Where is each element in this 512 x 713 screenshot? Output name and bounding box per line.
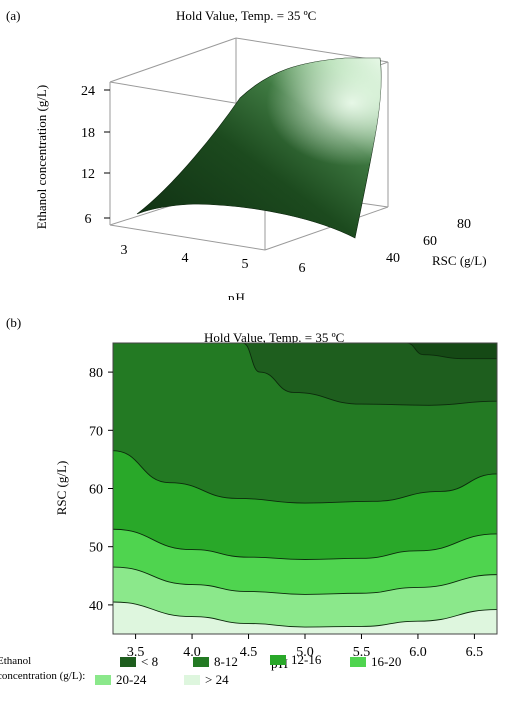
legend-label: 8-12 xyxy=(214,654,238,669)
contour-line xyxy=(113,450,497,504)
x-tick-label: 3 xyxy=(121,243,128,258)
y-tick-label: 40 xyxy=(386,251,400,266)
contour-region xyxy=(113,567,497,634)
legend: Ethanol concentration (g/L): < 8 8-12 12-1… xyxy=(0,650,512,713)
x-tick-label: 5 xyxy=(242,257,249,272)
y-tick-label: 70 xyxy=(89,424,103,439)
x-tick-label: 5.0 xyxy=(296,645,314,660)
z-axis: 6 18 12 24 xyxy=(81,84,110,227)
x-tick-label: 6.0 xyxy=(409,645,427,660)
x-tick-label: 6.5 xyxy=(466,645,484,660)
contour-line xyxy=(406,343,497,360)
panel-a-title: Hold Value, Temp. = 35 ºC xyxy=(176,8,317,23)
legend-label: < 8 xyxy=(141,654,159,669)
contour-region xyxy=(113,601,497,634)
contour-line xyxy=(113,566,497,595)
z-tick-label: 6 xyxy=(85,212,92,227)
legend-swatch xyxy=(193,657,209,667)
z-tick-label: 24 xyxy=(81,84,95,99)
contour-plot: 3.5 4.0 4.5 5.0 5.5 6.0 6.5 40 50 60 70 80 RSC (g/… xyxy=(54,342,498,671)
x-tick-label: 4 xyxy=(182,251,189,266)
panel-b: (b) Hold Value, Temp. = 35 ºC 3.5 4.0 4.5 5… xyxy=(0,300,512,713)
legend-swatch xyxy=(184,675,200,685)
legend-item: 16-20 xyxy=(350,654,401,670)
z-axis-label: Ethanol concentration (g/L) xyxy=(34,85,49,229)
contour-regions xyxy=(113,343,497,634)
legend-title: Ethanol concentration (g/L): xyxy=(0,655,86,682)
y-tick-label: 60 xyxy=(423,234,437,249)
surface-plot: 6 18 12 24 3 4 5 6 40 60 80 Ethanol concentratio… xyxy=(34,37,487,300)
y-tick-label: 50 xyxy=(89,541,103,556)
y-tick-label: 40 xyxy=(89,599,103,614)
panel-a: (a) Hold Value, Temp. = 35 ºC xyxy=(0,0,512,300)
x-tick-label: 4.5 xyxy=(240,645,258,660)
z-tick-label: 18 xyxy=(81,126,95,141)
y-axis: 40 60 80 xyxy=(386,217,471,266)
x-axis: 3.5 4.0 4.5 5.0 5.5 6.0 6.5 xyxy=(127,634,483,660)
legend-item: 12-16 xyxy=(270,652,321,668)
legend-swatch xyxy=(270,655,286,665)
y-axis-label: RSC (g/L) xyxy=(54,461,69,516)
y-tick-label: 80 xyxy=(457,217,471,232)
y-axis-label: RSC (g/L) xyxy=(432,253,487,268)
contour-line xyxy=(113,601,497,628)
legend-label: 12-16 xyxy=(291,652,322,667)
contour-line xyxy=(113,528,497,560)
panel-b-label: (b) xyxy=(6,315,22,330)
y-axis: 40 50 60 70 80 xyxy=(89,366,113,614)
legend-swatch xyxy=(120,657,136,667)
x-axis: 3 4 5 6 xyxy=(121,243,306,276)
contour-region xyxy=(406,343,497,359)
x-tick-label: 5.5 xyxy=(353,645,371,660)
x-axis-label: pH xyxy=(228,290,246,300)
panel-a-label: (a) xyxy=(6,8,21,23)
legend-item: 20-24 xyxy=(95,672,146,688)
legend-label: > 24 xyxy=(205,672,229,687)
legend-swatch xyxy=(350,657,366,667)
z-tick-label: 12 xyxy=(81,167,95,182)
legend-label: 20-24 xyxy=(116,672,147,687)
surface-highlight xyxy=(137,58,382,238)
legend-item: > 24 xyxy=(184,672,229,688)
y-tick-label: 80 xyxy=(89,366,103,381)
x-tick-label: 6 xyxy=(299,261,306,276)
legend-swatch xyxy=(95,675,111,685)
legend-label: 16-20 xyxy=(371,654,402,669)
legend-item: < 8 xyxy=(120,654,158,670)
x-tick-label: 3.5 xyxy=(127,645,145,660)
legend-item: 8-12 xyxy=(193,654,238,670)
y-tick-label: 60 xyxy=(89,483,103,498)
contour-line xyxy=(242,343,497,406)
panel-b-title: Hold Value, Temp. = 35 ºC xyxy=(204,330,345,345)
x-tick-label: 4.0 xyxy=(183,645,201,660)
